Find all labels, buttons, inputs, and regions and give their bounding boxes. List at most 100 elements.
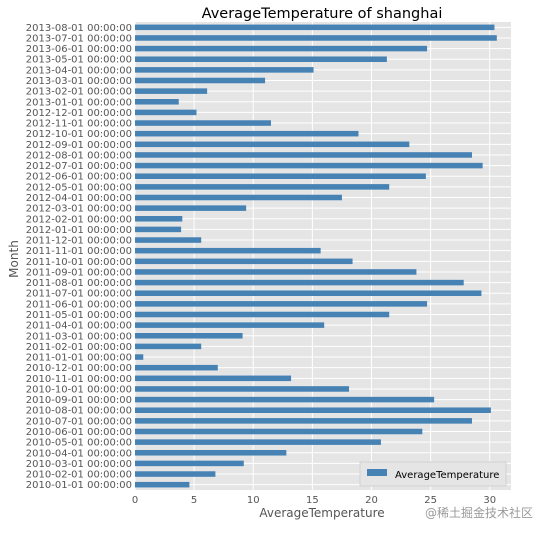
- bar: [135, 237, 202, 243]
- y-tick-label: 2013-05-01 00:00:00: [26, 55, 132, 66]
- bar: [135, 301, 428, 307]
- bar: [135, 194, 342, 201]
- y-tick-label: 2012-11-01 00:00:00: [26, 119, 132, 130]
- y-tick-label: 2013-06-01 00:00:00: [26, 44, 132, 55]
- x-tick-label: 25: [424, 495, 437, 506]
- y-tick-label: 2010-03-01 00:00:00: [26, 459, 132, 470]
- y-tick-label: 2010-09-01 00:00:00: [26, 395, 132, 406]
- y-tick-label: 2011-09-01 00:00:00: [26, 267, 132, 278]
- y-tick-label: 2012-03-01 00:00:00: [26, 204, 132, 215]
- bar: [135, 45, 428, 52]
- bar: [135, 333, 243, 339]
- y-tick-label: 2010-04-01 00:00:00: [26, 448, 132, 459]
- bar: [135, 396, 435, 403]
- y-tick-label: 2012-08-01 00:00:00: [26, 150, 132, 161]
- y-tick-label: 2010-02-01 00:00:00: [26, 470, 132, 481]
- bar: [135, 247, 321, 254]
- x-axis-label: AverageTemperature: [259, 506, 384, 520]
- chart-title: AverageTemperature of shanghai: [202, 6, 443, 22]
- x-tick-label: 20: [365, 495, 378, 506]
- bar: [135, 460, 244, 467]
- y-tick-label: 2012-01-01 00:00:00: [26, 225, 132, 236]
- y-tick-label: 2012-12-01 00:00:00: [26, 108, 132, 119]
- bar: [135, 216, 183, 222]
- bar: [135, 407, 491, 413]
- bar: [135, 184, 390, 190]
- y-tick-label: 2011-05-01 00:00:00: [26, 310, 132, 321]
- x-tick-label: 30: [483, 495, 496, 506]
- bar: [135, 290, 482, 296]
- bar: [135, 24, 495, 31]
- bar: [135, 375, 292, 382]
- y-tick-label: 2010-07-01 00:00:00: [26, 416, 132, 427]
- y-tick-label: 2010-11-01 00:00:00: [26, 374, 132, 385]
- bar: [135, 269, 417, 275]
- bar: [135, 130, 359, 137]
- bar: [135, 258, 353, 265]
- y-tick-label: 2013-04-01 00:00:00: [26, 65, 132, 76]
- bar: [135, 67, 314, 73]
- y-tick-label: 2012-05-01 00:00:00: [26, 182, 132, 193]
- bar: [135, 364, 218, 371]
- y-tick-label: 2011-07-01 00:00:00: [26, 289, 132, 300]
- y-tick-label: 2012-06-01 00:00:00: [26, 172, 132, 183]
- y-tick-label: 2010-12-01 00:00:00: [26, 363, 132, 374]
- bar: [135, 439, 381, 445]
- y-tick-label: 2013-02-01 00:00:00: [26, 87, 132, 98]
- bar: [135, 141, 410, 148]
- y-tick-label: 2012-07-01 00:00:00: [26, 161, 132, 172]
- bars: [135, 24, 497, 488]
- y-tick-label: 2010-10-01 00:00:00: [26, 384, 132, 395]
- y-tick-label: 2010-06-01 00:00:00: [26, 427, 132, 438]
- bar: [135, 471, 216, 477]
- y-tick-label: 2010-01-01 00:00:00: [26, 480, 132, 491]
- bar: [135, 343, 202, 350]
- bar: [135, 481, 190, 488]
- bar: [135, 109, 197, 116]
- bar: [135, 386, 350, 392]
- legend-swatch: [367, 469, 387, 476]
- y-tick-label: 2010-08-01 00:00:00: [26, 406, 132, 417]
- y-tick-label: 2012-04-01 00:00:00: [26, 193, 132, 204]
- x-tick-label: 5: [191, 495, 197, 506]
- y-tick-label: 2013-07-01 00:00:00: [26, 33, 132, 44]
- bar: [135, 428, 423, 435]
- watermark: @稀土掘金技术社区: [425, 505, 533, 520]
- y-tick-label: 2011-08-01 00:00:00: [26, 278, 132, 289]
- y-tick-label: 2011-11-01 00:00:00: [26, 246, 132, 257]
- y-tick-label: 2011-06-01 00:00:00: [26, 299, 132, 310]
- y-tick-label: 2011-01-01 00:00:00: [26, 353, 132, 364]
- bar: [135, 205, 247, 211]
- y-tick-label: 2012-10-01 00:00:00: [26, 129, 132, 140]
- x-tick-label: 10: [247, 495, 260, 506]
- y-tick-label: 2010-05-01 00:00:00: [26, 438, 132, 449]
- bar: [135, 279, 464, 286]
- x-tick-labels: 0 5 10 15 20 25 30: [132, 495, 496, 506]
- bar: [135, 322, 325, 328]
- legend-label: AverageTemperature: [395, 470, 499, 481]
- y-tick-label: 2011-12-01 00:00:00: [26, 236, 132, 247]
- bar: [135, 450, 287, 456]
- bar: [135, 56, 387, 62]
- y-axis-label: Month: [7, 240, 21, 278]
- y-tick-label: 2013-03-01 00:00:00: [26, 76, 132, 87]
- bar: [135, 35, 497, 41]
- y-tick-label: 2011-03-01 00:00:00: [26, 331, 132, 342]
- y-tick-label: 2011-02-01 00:00:00: [26, 342, 132, 353]
- y-tick-label: 2013-01-01 00:00:00: [26, 97, 132, 108]
- bar: [135, 173, 426, 179]
- y-tick-label: 2011-04-01 00:00:00: [26, 321, 132, 332]
- bar: [135, 418, 472, 424]
- bar: [135, 99, 179, 105]
- y-tick-label: 2012-09-01 00:00:00: [26, 140, 132, 151]
- y-tick-label: 2012-02-01 00:00:00: [26, 214, 132, 225]
- y-tick-label: 2011-10-01 00:00:00: [26, 257, 132, 268]
- bar: [135, 162, 483, 169]
- x-tick-label: 0: [132, 495, 138, 506]
- bar: [135, 311, 390, 318]
- x-tick-label: 15: [306, 495, 319, 506]
- bar: [135, 88, 208, 94]
- y-tick-label: 2013-08-01 00:00:00: [26, 23, 132, 34]
